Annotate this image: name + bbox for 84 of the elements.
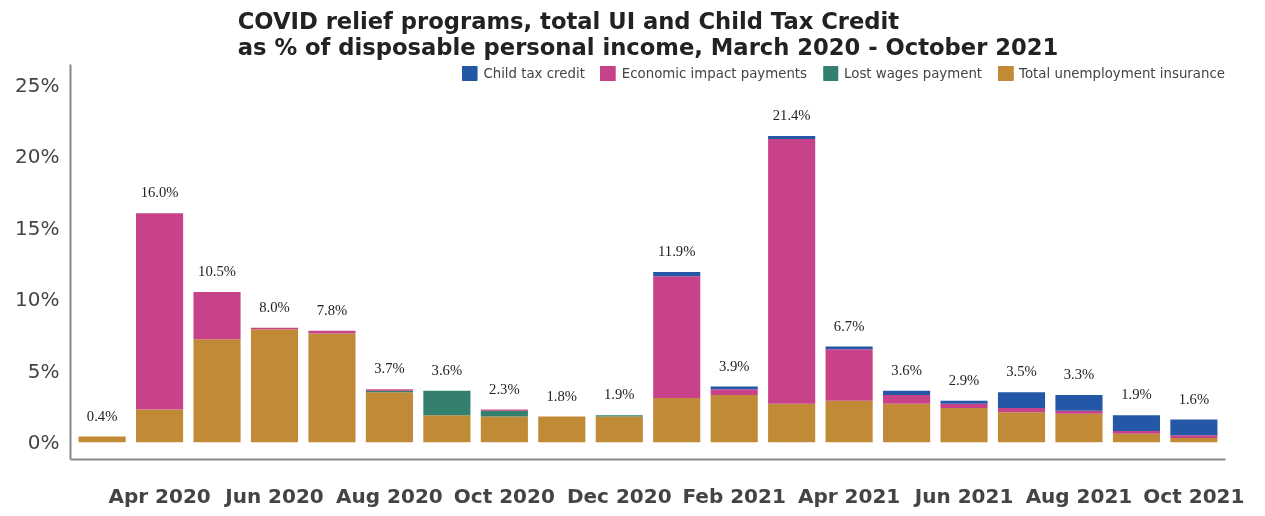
total-label: 11.9%	[658, 243, 696, 260]
bar	[1170, 419, 1218, 436]
bar	[940, 400, 988, 404]
y-tick-label: 0%	[27, 430, 60, 455]
bar	[136, 409, 184, 443]
total-label: 0.4%	[86, 407, 118, 424]
x-tick-label: Feb 2021	[682, 483, 786, 508]
bar	[423, 390, 471, 416]
total-label: 21.4%	[772, 107, 811, 124]
bar	[480, 416, 528, 443]
legend-label: Child tax credit	[483, 65, 585, 81]
legend-label: Lost wages payment	[844, 65, 983, 81]
total-label: 3.7%	[374, 360, 405, 377]
total-label: 10.5%	[198, 263, 236, 280]
x-tick-label: Apr 2021	[797, 483, 901, 508]
bar	[883, 390, 931, 396]
bar	[883, 403, 931, 443]
bar	[1170, 438, 1218, 443]
bar	[365, 392, 413, 443]
y-tick-label: 15%	[15, 215, 60, 240]
bar	[710, 389, 758, 396]
total-label: 7.8%	[316, 301, 348, 318]
bar	[653, 397, 701, 443]
x-tick-label: Aug 2021	[1025, 483, 1133, 508]
bar	[825, 400, 873, 443]
total-label: 1.9%	[1121, 386, 1152, 403]
bar	[1112, 415, 1160, 431]
total-label: 1.9%	[604, 386, 635, 403]
x-tick-label: Oct 2020	[453, 483, 555, 508]
bar	[1055, 410, 1103, 414]
total-label: 3.6%	[431, 361, 463, 378]
total-label: 16.0%	[140, 184, 179, 201]
total-label: 1.6%	[1178, 390, 1210, 407]
bar	[136, 213, 184, 410]
total-label: 8.0%	[259, 298, 290, 315]
x-tick-label: Jun 2021	[912, 483, 1014, 508]
total-label: 1.8%	[546, 387, 578, 404]
bar	[1112, 430, 1160, 434]
bar	[940, 403, 988, 408]
bar	[193, 292, 241, 340]
bar	[193, 339, 241, 443]
bar	[308, 330, 356, 334]
bar	[653, 272, 701, 277]
total-label: 2.9%	[948, 371, 980, 388]
legend-label: Economic impact payments	[621, 65, 808, 81]
y-tick-label: 5%	[27, 358, 60, 383]
bar	[538, 416, 586, 443]
bar	[653, 276, 701, 398]
y-tick-label: 20%	[15, 144, 60, 169]
bar	[768, 136, 816, 139]
bar	[825, 349, 873, 401]
chart-title: COVID relief programs, total UI and Child Tax Credit as % of disposable personal income, March 2020 - October 2021	[237, 7, 1059, 60]
x-tick-label: Jun 2020	[223, 483, 324, 508]
x-tick-label: Apr 2020	[108, 483, 211, 508]
y-tick-label: 10%	[15, 287, 60, 312]
total-label: 3.6%	[891, 361, 922, 378]
x-tick-label: Dec 2020	[566, 483, 672, 508]
bar	[997, 407, 1046, 413]
bar	[1112, 433, 1160, 443]
bar	[710, 395, 758, 443]
bar	[595, 416, 643, 443]
bar	[423, 415, 471, 443]
bar	[250, 329, 299, 443]
bar	[480, 410, 528, 417]
x-tick-label: Aug 2020	[336, 483, 443, 508]
y-tick-label: 25%	[15, 72, 60, 97]
bar	[1055, 395, 1103, 411]
bar	[1170, 435, 1218, 439]
total-label: 2.3%	[489, 380, 520, 397]
bar	[825, 346, 873, 350]
bar	[1055, 413, 1103, 443]
total-label: 3.5%	[1006, 363, 1037, 380]
legend-label: Total unemployment insurance	[1019, 65, 1225, 81]
total-label: 3.3%	[1063, 366, 1095, 383]
bar	[997, 392, 1046, 408]
total-label: 6.7%	[833, 317, 865, 334]
bar	[997, 412, 1046, 443]
bar	[768, 403, 816, 443]
bar	[308, 333, 356, 443]
bar	[883, 395, 931, 404]
x-tick-label: Oct 2021	[1143, 483, 1245, 508]
bar	[768, 138, 816, 404]
total-label: 3.9%	[718, 357, 750, 374]
bar	[940, 407, 988, 443]
